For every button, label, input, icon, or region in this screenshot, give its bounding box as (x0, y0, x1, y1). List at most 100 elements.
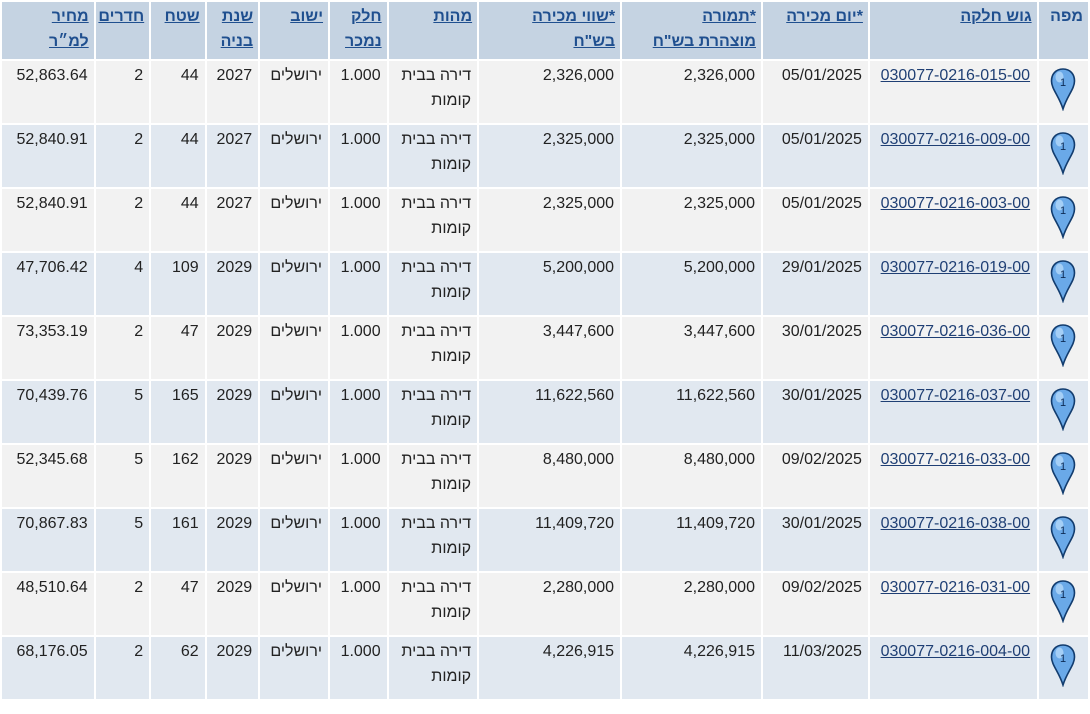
header-part-label-2[interactable]: נמכר (345, 33, 382, 50)
sale-value-cell: 2,326,000 (479, 61, 621, 123)
header-rooms[interactable]: חדרים (95, 2, 150, 59)
rooms-cell: 5 (95, 381, 150, 443)
rooms-cell: 2 (95, 317, 150, 379)
property-type-cell: דירה בבית קומות (388, 637, 478, 699)
price-per-meter-cell: 68,176.05 (2, 637, 94, 699)
map-pin-icon[interactable]: 1 (1050, 131, 1076, 175)
declared-amount-cell: 11,409,720 (622, 509, 761, 571)
property-type-cell: דירה בבית קומות (388, 509, 478, 571)
header-year-label-2[interactable]: בניה (220, 33, 254, 50)
sale-date-cell: 09/02/2025 (762, 445, 868, 507)
declared-amount-cell: 3,447,600 (622, 317, 761, 379)
price-per-meter-cell: 47,706.42 (2, 253, 94, 315)
header-declared[interactable]: *תמורה מוצהרת בש"ח (622, 2, 761, 59)
sale-date-cell: 30/01/2025 (762, 381, 868, 443)
header-sale-value-label-1[interactable]: *שווי מכירה (532, 8, 616, 25)
header-area-label[interactable]: שטח (164, 8, 200, 25)
map-pin-number: 1 (1060, 461, 1066, 473)
build-year-cell: 2029 (206, 509, 259, 571)
table-row: 1 030077-0216-003-00 05/01/2025 2,325,00… (2, 189, 1088, 251)
header-year-label-1[interactable]: שנת (221, 8, 254, 25)
header-city[interactable]: ישוב (260, 2, 329, 59)
map-pin-icon[interactable]: 1 (1050, 323, 1076, 367)
sale-date-cell: 09/02/2025 (762, 573, 868, 635)
header-sale-value-label-2[interactable]: בש"ח (573, 33, 616, 50)
rooms-cell: 5 (95, 445, 150, 507)
city-cell: ירושלים (260, 509, 329, 571)
map-pin-icon[interactable]: 1 (1050, 451, 1076, 495)
map-pin-icon[interactable]: 1 (1050, 195, 1076, 239)
parcel-link[interactable]: 030077-0216-033-00 (880, 451, 1031, 468)
parcel-link[interactable]: 030077-0216-015-00 (880, 67, 1031, 84)
area-cell: 44 (151, 189, 205, 251)
header-rooms-label[interactable]: חדרים (98, 8, 145, 25)
property-type-cell: דירה בבית קומות (388, 573, 478, 635)
rooms-cell: 2 (95, 573, 150, 635)
map-cell: 1 (1038, 381, 1088, 443)
header-type[interactable]: מהות (388, 2, 478, 59)
build-year-cell: 2027 (206, 189, 259, 251)
declared-amount-cell: 4,226,915 (622, 637, 761, 699)
build-year-cell: 2029 (206, 637, 259, 699)
parcel-link[interactable]: 030077-0216-019-00 (880, 259, 1031, 276)
header-sale-value[interactable]: *שווי מכירה בש"ח (479, 2, 621, 59)
sale-value-cell: 8,480,000 (479, 445, 621, 507)
map-pin-icon[interactable]: 1 (1050, 579, 1076, 623)
header-price-per-meter-label-1[interactable]: מחיר (51, 8, 89, 25)
table-row: 1 030077-0216-031-00 09/02/2025 2,280,00… (2, 573, 1088, 635)
header-area[interactable]: שטח (151, 2, 205, 59)
property-type-cell: דירה בבית קומות (388, 317, 478, 379)
part-sold-cell: 1.000 (330, 189, 387, 251)
rooms-cell: 2 (95, 189, 150, 251)
header-sale-day-label[interactable]: *יום מכירה (786, 8, 863, 25)
map-pin-icon[interactable]: 1 (1050, 67, 1076, 111)
parcel-link[interactable]: 030077-0216-003-00 (880, 195, 1031, 212)
rooms-cell: 4 (95, 253, 150, 315)
map-pin-number: 1 (1060, 653, 1066, 665)
parcel-link[interactable]: 030077-0216-009-00 (880, 131, 1031, 148)
table-row: 1 030077-0216-033-00 09/02/2025 8,480,00… (2, 445, 1088, 507)
map-cell: 1 (1038, 189, 1088, 251)
map-cell: 1 (1038, 317, 1088, 379)
parcel-link[interactable]: 030077-0216-036-00 (880, 323, 1031, 340)
map-cell: 1 (1038, 637, 1088, 699)
rooms-cell: 2 (95, 61, 150, 123)
header-price-per-meter-label-2[interactable]: למ״ר (49, 33, 89, 50)
map-pin-icon[interactable]: 1 (1050, 259, 1076, 303)
header-part-label-1[interactable]: חלק (350, 8, 382, 25)
map-pin-icon[interactable]: 1 (1050, 515, 1076, 559)
build-year-cell: 2029 (206, 445, 259, 507)
header-year[interactable]: שנת בניה (206, 2, 259, 59)
area-cell: 165 (151, 381, 205, 443)
parcel-cell: 030077-0216-009-00 (869, 125, 1037, 187)
map-pin-icon[interactable]: 1 (1050, 643, 1076, 687)
parcel-link[interactable]: 030077-0216-004-00 (880, 643, 1031, 660)
parcel-cell: 030077-0216-037-00 (869, 381, 1037, 443)
sale-date-cell: 05/01/2025 (762, 61, 868, 123)
price-per-meter-cell: 52,345.68 (2, 445, 94, 507)
parcel-cell: 030077-0216-003-00 (869, 189, 1037, 251)
header-price-per-meter[interactable]: מחיר למ״ר (2, 2, 94, 59)
city-cell: ירושלים (260, 125, 329, 187)
build-year-cell: 2029 (206, 253, 259, 315)
header-type-label[interactable]: מהות (433, 8, 473, 25)
map-cell: 1 (1038, 61, 1088, 123)
header-parcel-label[interactable]: גוש חלקה (960, 8, 1032, 25)
header-city-label[interactable]: ישוב (290, 8, 324, 25)
map-pin-icon[interactable]: 1 (1050, 387, 1076, 431)
sale-value-cell: 2,280,000 (479, 573, 621, 635)
header-parcel[interactable]: גוש חלקה (869, 2, 1037, 59)
header-part[interactable]: חלק נמכר (330, 2, 387, 59)
map-cell: 1 (1038, 509, 1088, 571)
parcel-link[interactable]: 030077-0216-031-00 (880, 579, 1031, 596)
parcel-link[interactable]: 030077-0216-037-00 (880, 387, 1031, 404)
map-pin-number: 1 (1060, 589, 1066, 601)
price-per-meter-cell: 73,353.19 (2, 317, 94, 379)
parcel-link[interactable]: 030077-0216-038-00 (880, 515, 1031, 532)
header-sale-day[interactable]: *יום מכירה (762, 2, 868, 59)
map-cell: 1 (1038, 573, 1088, 635)
header-declared-label-2[interactable]: מוצהרת בש"ח (652, 33, 756, 50)
sale-date-cell: 30/01/2025 (762, 317, 868, 379)
header-declared-label-1[interactable]: *תמורה (702, 8, 756, 25)
